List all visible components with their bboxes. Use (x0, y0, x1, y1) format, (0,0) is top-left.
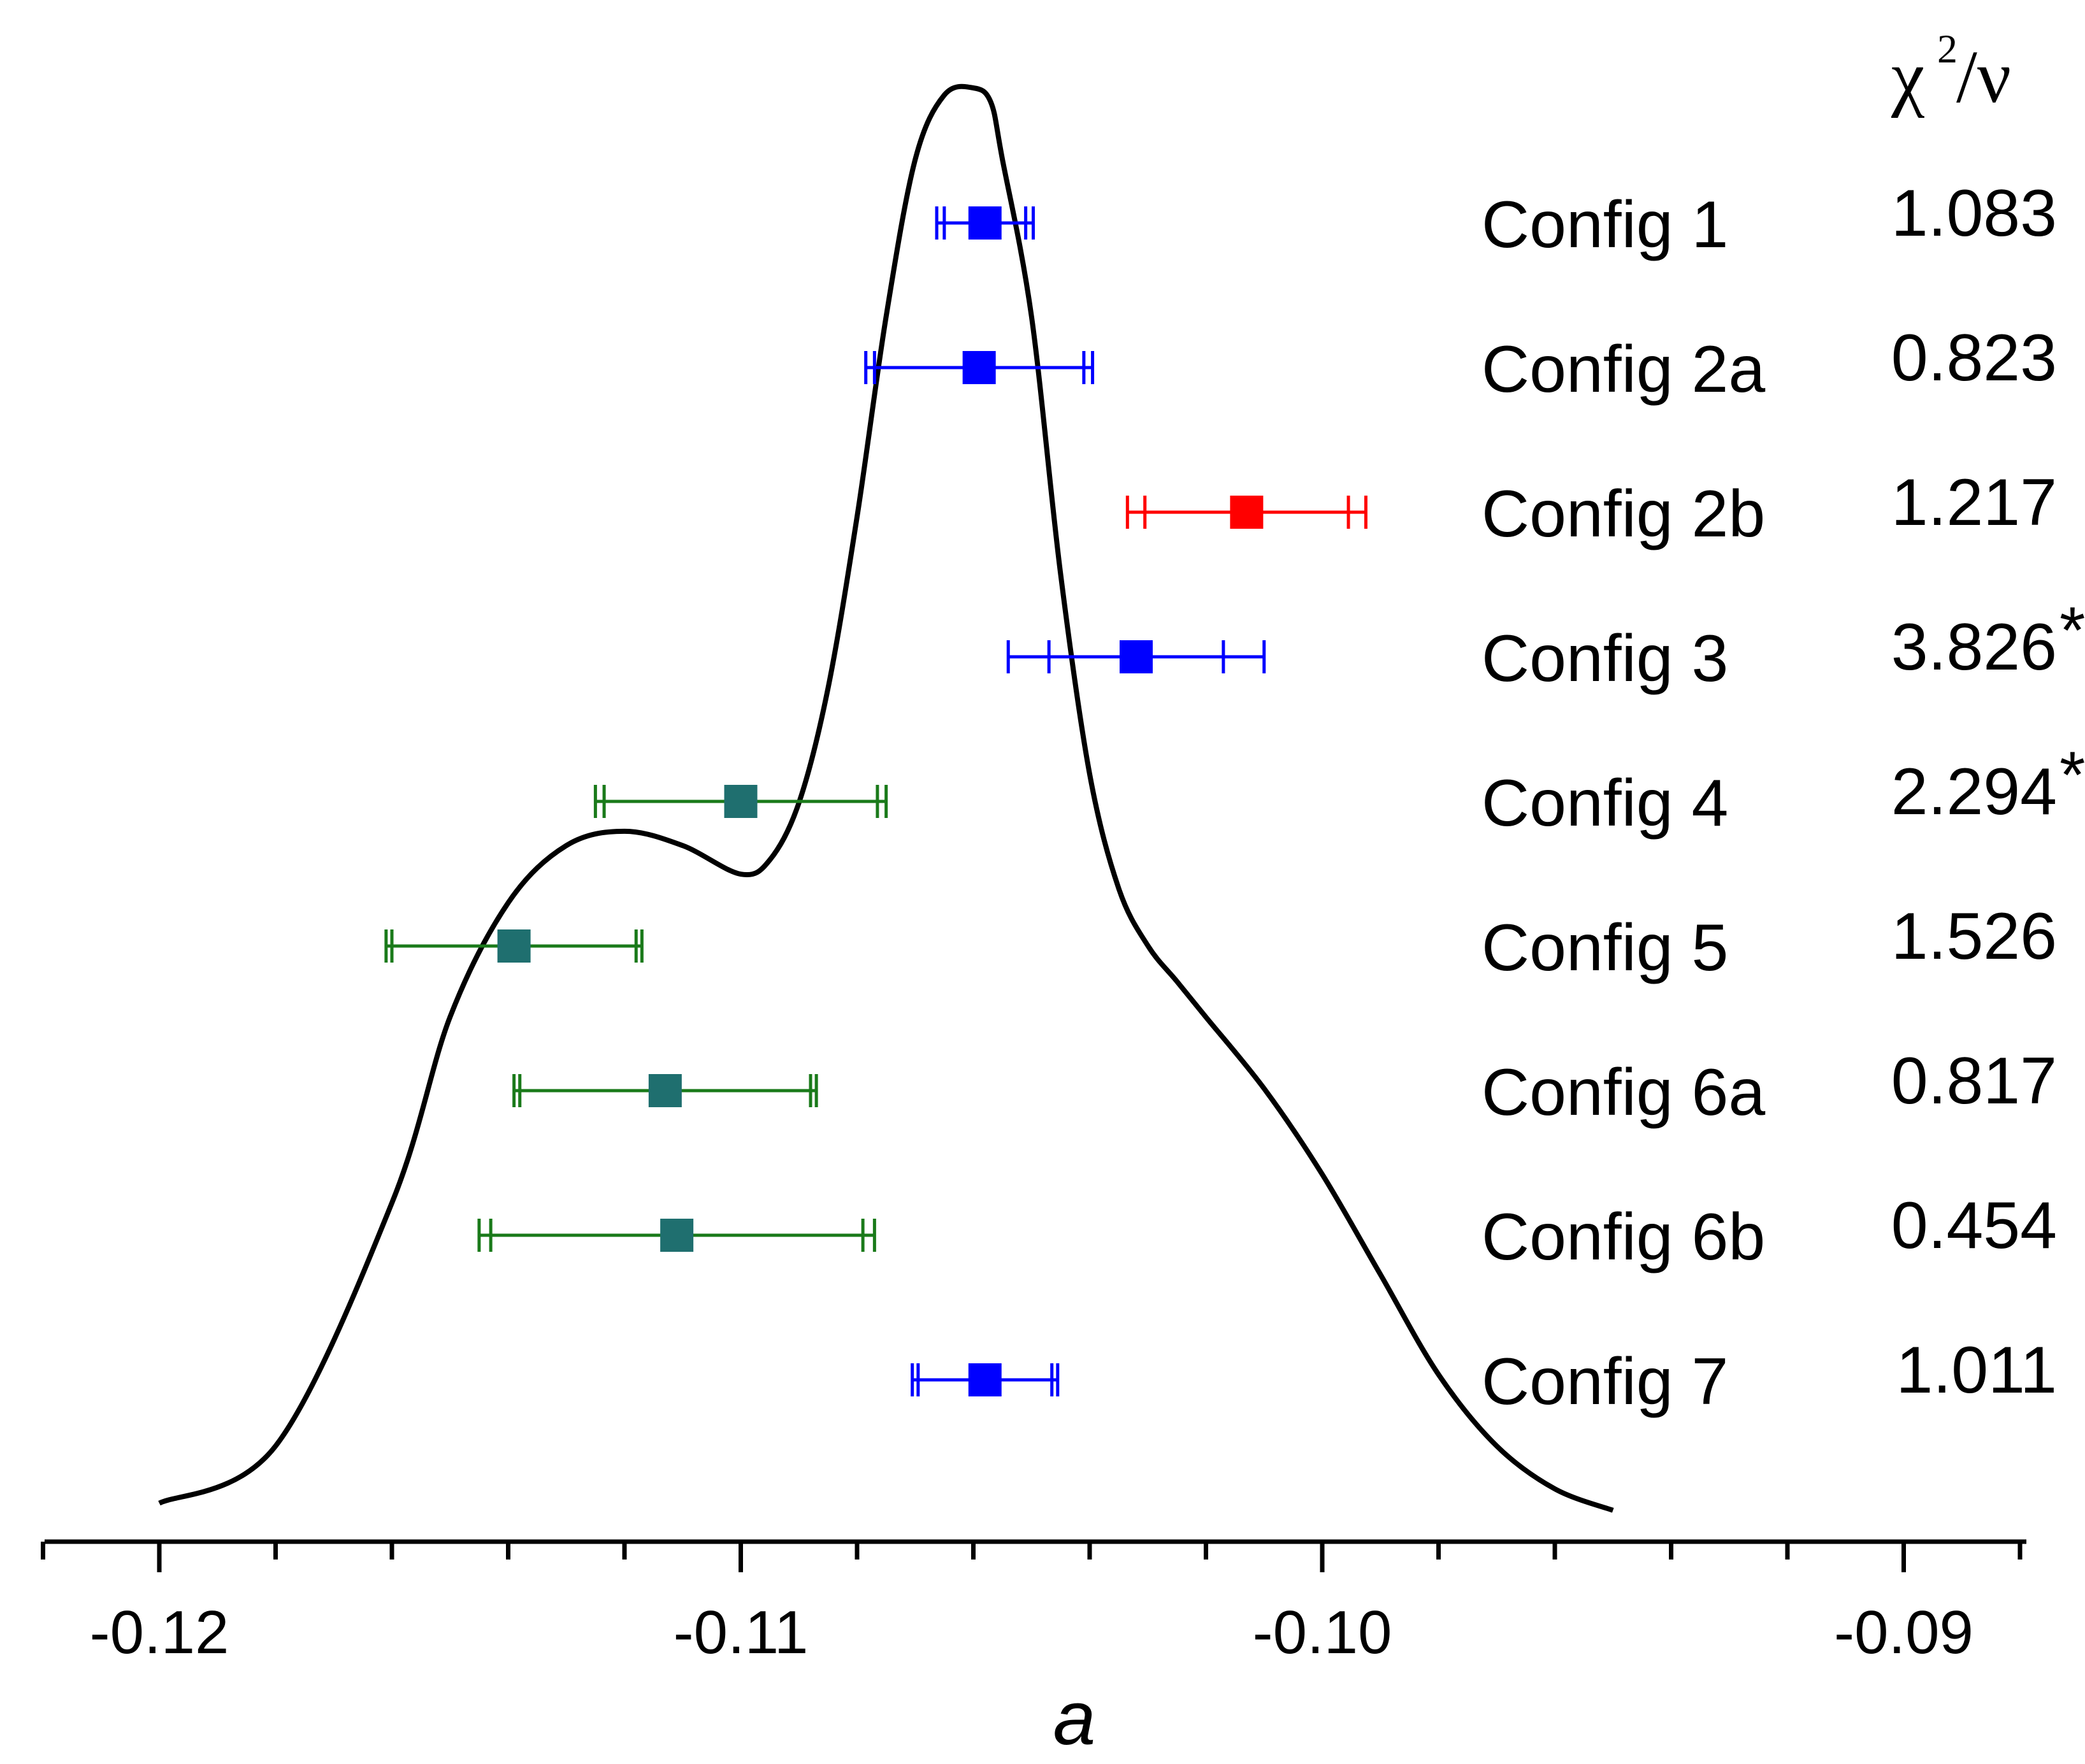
data-point-marker (497, 929, 531, 963)
errorbar-group (864, 351, 1095, 384)
data-point-marker (968, 206, 1002, 240)
config-label: Config 4 (1482, 766, 1728, 840)
chi2-value: 0.817 (1891, 1044, 2057, 1118)
significance-flag: * (2060, 594, 2085, 668)
density-curve (158, 83, 1614, 1513)
config-label: Config 2b (1482, 477, 1765, 551)
config-label: Config 5 (1482, 911, 1728, 985)
chi2-value: 1.011 (1896, 1333, 2057, 1407)
chi-symbol: χ (1891, 35, 1924, 118)
chi2-value: 0.823 (1891, 321, 2057, 395)
chi-suffix: /ν (1956, 35, 2011, 118)
chi-superscript: 2 (1937, 26, 1958, 71)
errorbar-group (911, 1363, 1060, 1396)
data-point-marker (648, 1074, 682, 1107)
data-point-marker (962, 351, 996, 384)
x-axis-title: a (1053, 1675, 1096, 1761)
config-label: Config 2a (1482, 333, 1765, 406)
errorbar-group (935, 206, 1035, 240)
data-point-marker (1120, 640, 1153, 673)
errorbar-group (1125, 496, 1367, 529)
errorbar-group (512, 1074, 818, 1107)
chi2-value: 1.526 (1891, 900, 2057, 973)
config-labels-layer: Config 1 1.083 Config 2a 0.823 Config 2b 1.21… (1482, 176, 2085, 1419)
error-bars-layer (384, 206, 1367, 1396)
config-label: Config 6b (1482, 1200, 1765, 1274)
significance-flag: * (2060, 738, 2085, 812)
data-point-marker (724, 785, 758, 818)
x-tick-label: -0.11 (674, 1598, 809, 1667)
chi2-value: 1.217 (1891, 466, 2057, 540)
chi-square-header: χ 2 /ν (1891, 26, 2011, 118)
chi2-value: 3.826 (1891, 610, 2057, 684)
errorbar-group (477, 1219, 876, 1252)
errorbar-group (593, 785, 888, 818)
density-curve-layer (158, 83, 1614, 1513)
errorbar-group (384, 929, 644, 963)
chi2-value: 2.294 (1891, 755, 2057, 829)
config-label: Config 7 (1482, 1345, 1728, 1419)
x-axis: -0.12 -0.11 -0.10 -0.09 (41, 1539, 2026, 1667)
x-tick-label: -0.10 (1253, 1598, 1392, 1667)
data-point-marker (1230, 496, 1264, 529)
x-tick-label: -0.09 (1834, 1598, 1973, 1667)
errorbar-group (1006, 640, 1266, 673)
x-tick-label: -0.12 (90, 1598, 229, 1667)
config-label: Config 1 (1482, 188, 1728, 262)
config-label: Config 3 (1482, 622, 1728, 696)
chi2-value: 1.083 (1891, 176, 2057, 250)
chi2-value: 0.454 (1891, 1189, 2057, 1263)
data-point-marker (968, 1363, 1002, 1396)
data-point-marker (660, 1219, 694, 1252)
config-label: Config 6a (1482, 1056, 1765, 1129)
